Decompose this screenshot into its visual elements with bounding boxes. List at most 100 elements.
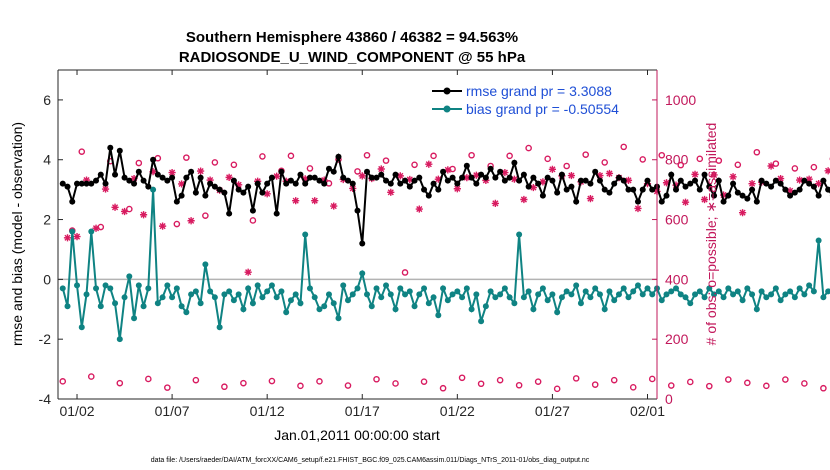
- assimilated-obs-marker: [63, 234, 72, 242]
- assimilated-obs-marker: [681, 198, 690, 206]
- bias-point: [753, 306, 760, 313]
- rmse-point: [554, 189, 561, 196]
- rmse-point: [730, 180, 737, 187]
- possible-obs-marker: [164, 384, 171, 391]
- rmse-point: [815, 192, 822, 199]
- rmse-point: [497, 168, 504, 175]
- legend-bias-label: bias grand pr = -0.50554: [466, 101, 619, 117]
- assimilated-obs-marker: [273, 172, 281, 180]
- bias-point: [492, 294, 499, 301]
- rmse-point: [692, 177, 699, 184]
- rmse-point: [459, 174, 466, 181]
- assimilated-obs-marker: [672, 181, 680, 189]
- possible-obs-marker: [468, 151, 475, 159]
- rmse-point: [216, 186, 223, 193]
- bias-point: [758, 288, 765, 295]
- rmse-point: [416, 174, 423, 181]
- possible-obs-marker: [544, 155, 551, 163]
- assimilated-obs-marker: [111, 203, 119, 211]
- bias-point: [283, 309, 290, 316]
- assimilated-obs-marker: [596, 171, 604, 180]
- assimilated-obs-marker: [92, 224, 100, 232]
- rmse-point: [649, 186, 656, 193]
- rmse-point: [430, 180, 437, 187]
- rmse-point: [202, 192, 209, 199]
- rmse-point: [501, 177, 508, 184]
- rmse-point: [768, 183, 775, 190]
- assimilated-obs-marker: [777, 174, 785, 183]
- bias-point: [354, 285, 361, 292]
- possible-obs-marker: [763, 382, 770, 390]
- rmse-point: [140, 177, 147, 184]
- rmse-point: [820, 177, 827, 184]
- rmse-point: [354, 207, 361, 214]
- rmse-point: [306, 174, 313, 181]
- rmse-point: [283, 180, 290, 187]
- rmse-point: [587, 180, 594, 187]
- bias-point: [554, 309, 561, 316]
- bias-point: [378, 294, 385, 301]
- rmse-point: [383, 177, 390, 184]
- rmse-point: [715, 177, 722, 184]
- rmse-point: [758, 177, 765, 184]
- rmse-point: [711, 192, 718, 199]
- rmse-point: [535, 180, 542, 187]
- rmse-point: [444, 177, 451, 184]
- y-left-tick-label: -2: [39, 331, 52, 347]
- bias-point: [606, 288, 613, 295]
- possible-obs-marker: [316, 378, 323, 385]
- bias-point: [706, 285, 713, 292]
- rmse-point: [188, 168, 195, 175]
- bias-point: [126, 273, 133, 280]
- possible-obs-marker: [268, 377, 276, 385]
- rmse-point: [473, 180, 480, 187]
- bias-point: [197, 300, 204, 307]
- assimilated-obs-marker: [444, 166, 452, 174]
- bias-point: [592, 285, 599, 292]
- assimilated-obs-marker: [805, 175, 813, 183]
- bias-point: [777, 297, 784, 304]
- possible-obs-marker: [791, 165, 799, 172]
- plot-area: 01/02 01/07 01/12 01/17 01/22 01/27 02/01 -4 -2 0…: [39, 69, 830, 419]
- assimilated-obs-marker: [425, 160, 433, 168]
- bias-point: [463, 285, 470, 292]
- bias-point: [164, 282, 171, 289]
- rmse-point: [135, 168, 142, 175]
- rmse-point: [112, 171, 119, 178]
- y-axis-right-label: # of obs: o=possible; ∗=assimilated: [703, 123, 719, 346]
- x-tick-label: 02/01: [630, 403, 665, 419]
- bias-point: [772, 285, 779, 292]
- bias-point: [83, 291, 90, 298]
- rmse-point: [311, 174, 318, 181]
- rmse-point: [791, 189, 798, 196]
- bias-point: [230, 297, 237, 304]
- rmse-point: [368, 174, 375, 181]
- possible-obs-marker: [525, 144, 532, 152]
- bias-point: [530, 306, 537, 313]
- bias-point: [687, 300, 694, 307]
- possible-obs-marker: [401, 269, 409, 276]
- possible-obs-marker: [373, 375, 380, 383]
- bias-series: [59, 186, 830, 343]
- bias-point: [287, 297, 294, 304]
- possible-obs-marker: [715, 157, 723, 164]
- bias-point: [744, 285, 751, 292]
- rmse-point: [787, 192, 794, 199]
- bias-point: [221, 291, 228, 298]
- rmse-point: [706, 183, 713, 190]
- possible-obs-marker: [240, 379, 247, 387]
- rmse-point: [88, 180, 95, 187]
- rmse-point: [411, 177, 418, 184]
- chart-title-line1: Southern Hemisphere 43860 / 46382 = 94.5…: [186, 29, 518, 46]
- bias-point: [240, 306, 247, 313]
- rmse-point: [392, 171, 399, 178]
- rmse-point: [796, 186, 803, 193]
- bias-point: [715, 288, 722, 295]
- rmse-point: [145, 183, 152, 190]
- possible-obs-marker: [59, 378, 67, 385]
- assimilated-obs-marker: [491, 199, 499, 207]
- rmse-point: [520, 171, 527, 178]
- bias-point: [116, 336, 123, 343]
- rmse-point: [673, 186, 680, 193]
- possible-obs-marker: [221, 383, 228, 391]
